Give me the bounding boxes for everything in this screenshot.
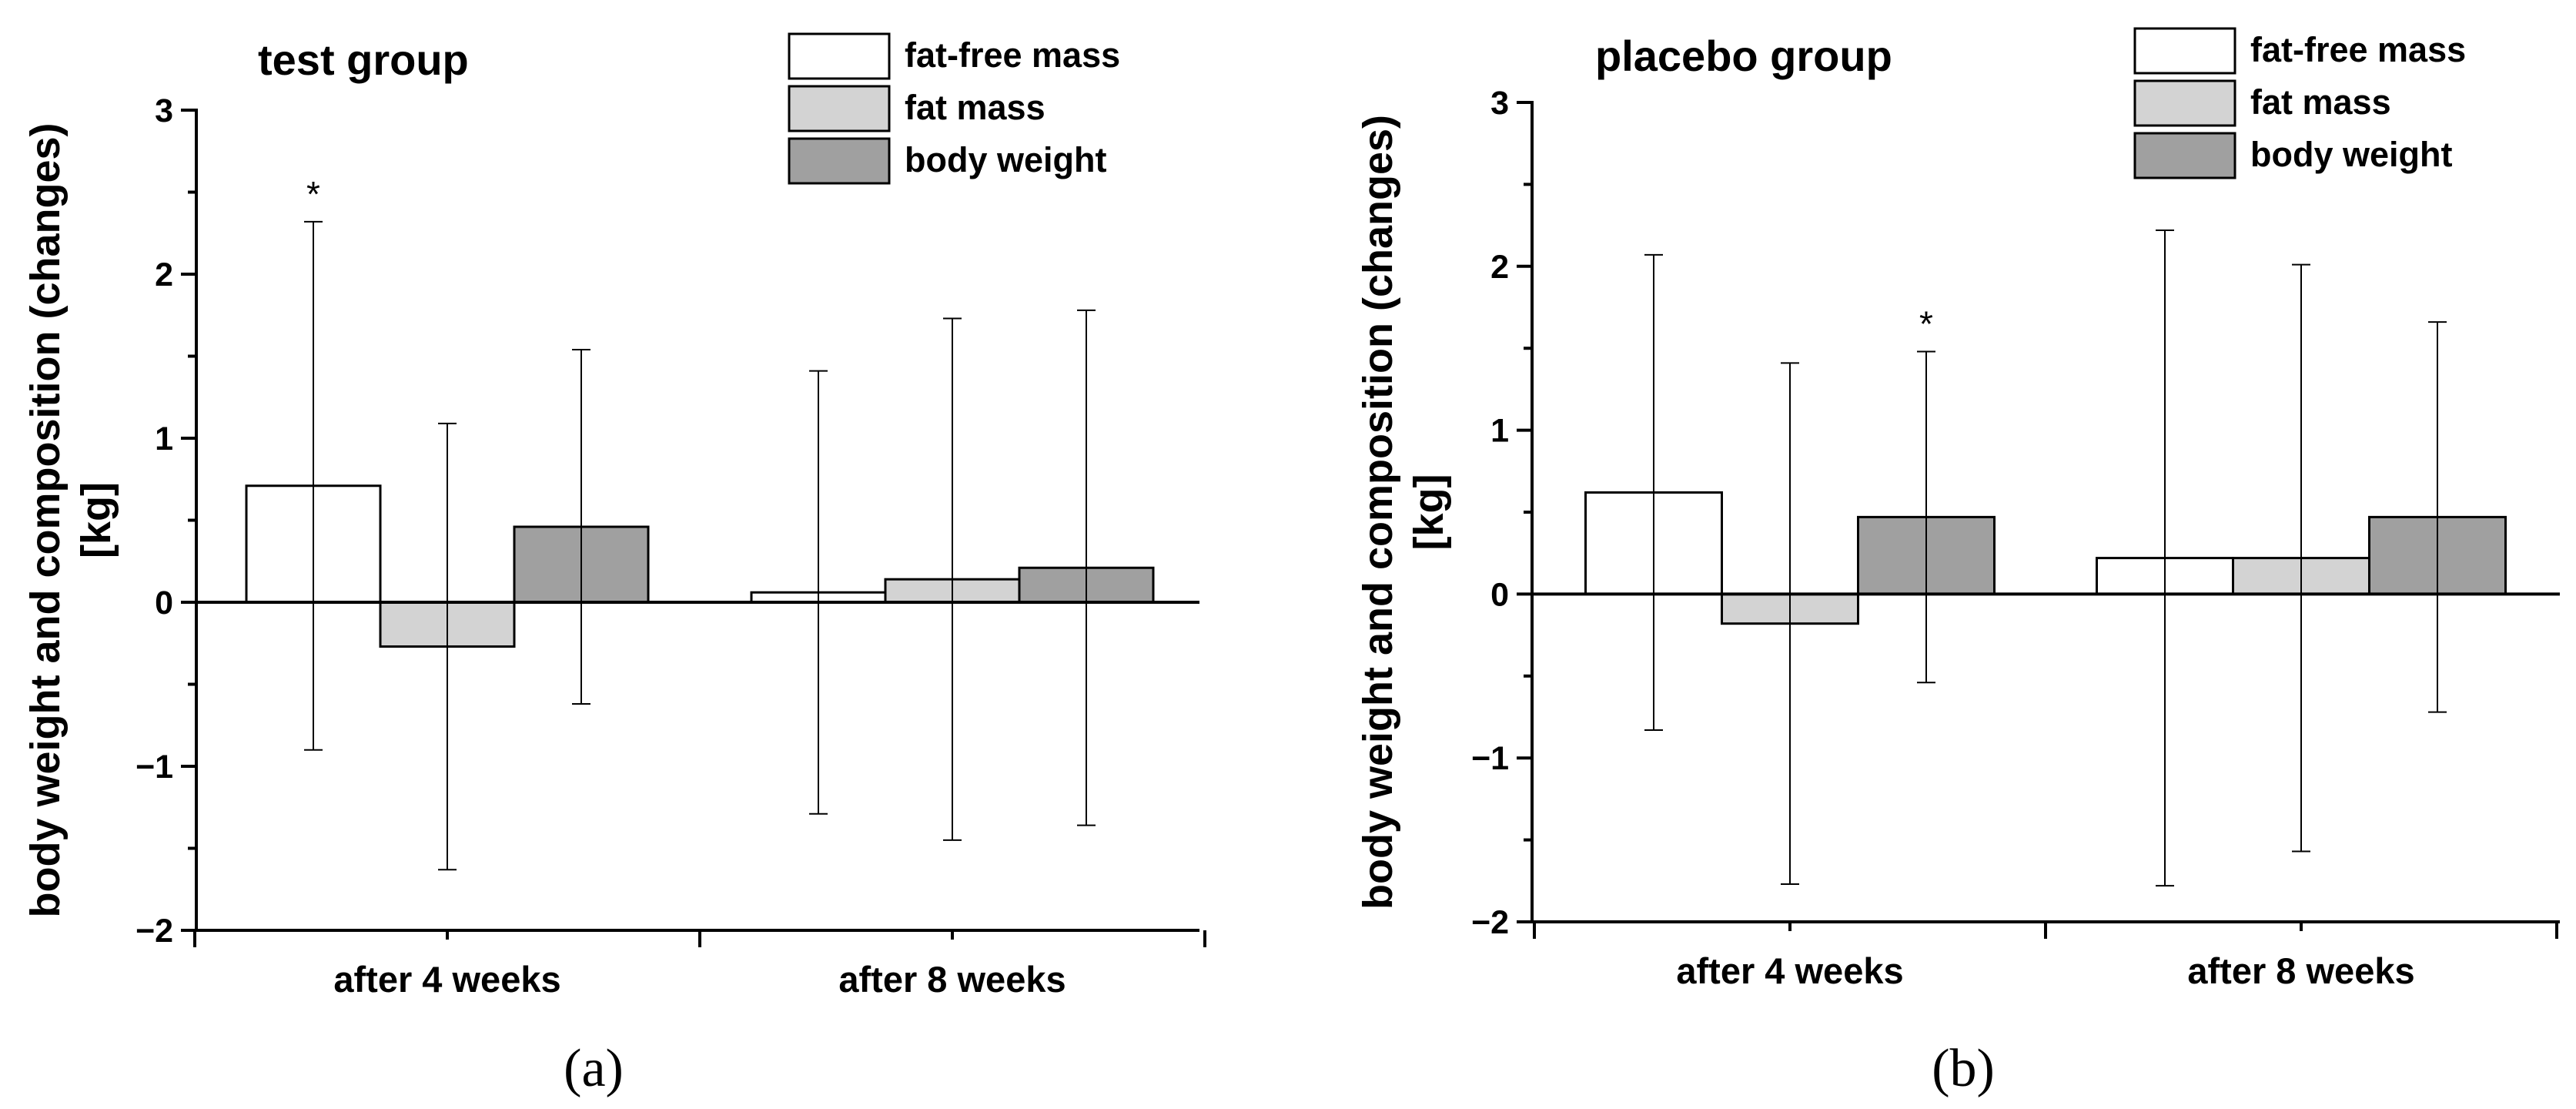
legend: fat-free mass fat mass body weight bbox=[788, 32, 1120, 185]
legend-swatch bbox=[2133, 27, 2236, 75]
legend-label: fat-free mass bbox=[2250, 30, 2466, 69]
y-axis-title-line: body weight and composition (changes) bbox=[22, 122, 69, 917]
significance-marker: * bbox=[1919, 303, 1933, 343]
y-axis-title-line: [kg] bbox=[1406, 474, 1452, 551]
category-label: after 8 weeks bbox=[2187, 950, 2414, 991]
y-tick-label: 1 bbox=[155, 420, 173, 457]
y-tick-label: 0 bbox=[155, 585, 173, 622]
y-tick-label: −1 bbox=[1471, 740, 1509, 777]
y-axis-title-line: [kg] bbox=[73, 482, 119, 558]
legend-label: fat-free mass bbox=[905, 35, 1120, 75]
panel-title: placebo group bbox=[1595, 32, 1892, 80]
legend-swatch bbox=[788, 32, 891, 80]
legend-swatch bbox=[788, 137, 891, 185]
legend-label: body weight bbox=[905, 140, 1107, 179]
y-tick-label: 0 bbox=[1490, 576, 1509, 613]
panel-caption: (a) bbox=[564, 1039, 624, 1098]
panel-caption: (b) bbox=[1932, 1039, 1995, 1098]
y-tick-label: 3 bbox=[1490, 85, 1509, 122]
chart-panel-a: test group −2 −1 0 1 2 3 after 4 weeks after 8 w… bbox=[22, 32, 1206, 1098]
y-axis-title: body weight and composition (changes) [kg… bbox=[22, 122, 119, 917]
legend-label: fat mass bbox=[905, 88, 1045, 127]
y-axis-title-line: body weight and composition (changes) bbox=[1355, 115, 1401, 910]
y-tick-label: 2 bbox=[1490, 249, 1509, 286]
legend-label: body weight bbox=[2250, 135, 2453, 174]
category-label: after 4 weeks bbox=[1676, 950, 1903, 991]
category-label: after 4 weeks bbox=[333, 959, 560, 1000]
panel-title: test group bbox=[258, 35, 469, 84]
legend: fat-free mass fat mass body weight bbox=[2133, 27, 2466, 179]
y-axis-title: body weight and composition (changes) [kg… bbox=[1355, 115, 1452, 910]
y-tick-label: −2 bbox=[1471, 904, 1509, 941]
y-tick-label: 3 bbox=[155, 92, 173, 129]
category-label: after 8 weeks bbox=[838, 959, 1066, 1000]
y-tick-label: 2 bbox=[155, 256, 173, 293]
legend-label: fat mass bbox=[2250, 82, 2391, 122]
y-tick-label: 1 bbox=[1490, 413, 1509, 450]
significance-marker: * bbox=[306, 174, 320, 214]
legend-swatch bbox=[788, 85, 891, 132]
legend-swatch bbox=[2133, 132, 2236, 179]
y-tick-label: −2 bbox=[135, 913, 173, 950]
legend-swatch bbox=[2133, 79, 2236, 127]
y-tick-label: −1 bbox=[135, 749, 173, 786]
chart-panel-b: placebo group −2 −1 0 1 2 3 after 4 weeks after … bbox=[1355, 27, 2560, 1098]
